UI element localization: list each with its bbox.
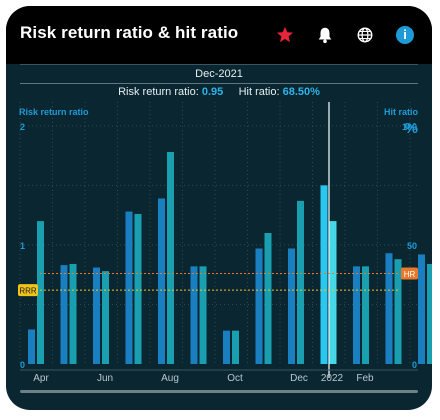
x-tick-label: 2022 bbox=[321, 373, 344, 384]
info-icon[interactable]: i bbox=[396, 26, 414, 44]
right-tick-label: 100 bbox=[402, 122, 417, 132]
x-tick-label: Oct bbox=[227, 373, 243, 384]
right-tick-label: 0 bbox=[412, 360, 417, 370]
x-tick-label: Jun bbox=[97, 373, 113, 384]
rrr-stat-label: Risk return ratio: bbox=[118, 86, 199, 98]
left-tick-label: 1 bbox=[20, 241, 25, 251]
hr-stat-label: Hit ratio: bbox=[238, 86, 280, 98]
rrr-bar bbox=[320, 185, 328, 364]
scroll-track bbox=[20, 390, 418, 393]
info-glyph: i bbox=[403, 27, 407, 42]
hr-bar bbox=[394, 259, 402, 364]
rrr-bar bbox=[288, 248, 295, 364]
rrr-reference-label: RRR bbox=[19, 287, 37, 296]
globe-icon[interactable] bbox=[356, 26, 374, 44]
x-tick-label: Dec bbox=[290, 373, 308, 384]
right-tick-label: 50 bbox=[407, 241, 417, 251]
rrr-bar bbox=[60, 265, 68, 364]
header-divider bbox=[20, 64, 418, 65]
hr-stat-value: 68.50% bbox=[282, 86, 320, 98]
hr-bar bbox=[329, 221, 337, 364]
rrr-bar bbox=[158, 198, 165, 364]
left-axis-title: Risk return ratio bbox=[19, 107, 89, 117]
rrr-stat-value: 0.95 bbox=[201, 86, 224, 98]
rrr-bar bbox=[223, 330, 230, 364]
card-header: Risk return ratio & hit ratio i bbox=[6, 6, 432, 64]
rrr-bar bbox=[125, 211, 133, 364]
rrr-bar bbox=[190, 266, 198, 364]
hr-bar bbox=[264, 233, 272, 364]
rrr-bar bbox=[353, 266, 360, 364]
hr-bar bbox=[427, 263, 432, 364]
hr-bar bbox=[69, 263, 77, 364]
selected-date: Dec-2021 bbox=[20, 65, 418, 84]
hr-bar bbox=[362, 266, 369, 364]
rrr-bar bbox=[385, 253, 393, 364]
x-tick-label: Feb bbox=[356, 373, 374, 384]
x-tick-label: Apr bbox=[33, 373, 49, 384]
card-title: Risk return ratio & hit ratio bbox=[20, 23, 239, 42]
bell-icon[interactable] bbox=[316, 26, 334, 44]
hr-bar bbox=[37, 221, 44, 364]
hr-reference-label: HR bbox=[404, 270, 416, 279]
hr-bar bbox=[199, 266, 207, 364]
x-tick-label: Aug bbox=[161, 373, 179, 384]
right-axis-title: Hit ratio bbox=[384, 107, 419, 117]
rrr-bar bbox=[93, 267, 100, 364]
left-tick-label: 2 bbox=[20, 122, 25, 132]
selection-stats: Risk return ratio: 0.95 Hit ratio: 68.50… bbox=[6, 86, 432, 98]
star-icon[interactable] bbox=[276, 26, 294, 44]
left-tick-label: 0 bbox=[20, 360, 25, 370]
hr-bar bbox=[167, 152, 174, 364]
rrr-bar bbox=[418, 254, 425, 364]
rrr-bar bbox=[28, 329, 35, 364]
hr-bar bbox=[297, 200, 304, 364]
hr-reference-badge bbox=[401, 267, 418, 280]
hr-bar bbox=[232, 330, 239, 364]
bar-chart[interactable]: RRR HR Risk return ratio Hit ratio% 2 1 0 100 50… bbox=[6, 6, 432, 410]
hr-bar bbox=[134, 213, 142, 364]
rrr-reference-badge bbox=[18, 284, 38, 297]
hr-bar bbox=[102, 271, 109, 364]
right-axis-unit: % bbox=[405, 120, 418, 137]
risk-return-card: Risk return ratio & hit ratio i Dec-2021… bbox=[6, 6, 432, 410]
rrr-bar bbox=[255, 248, 263, 364]
